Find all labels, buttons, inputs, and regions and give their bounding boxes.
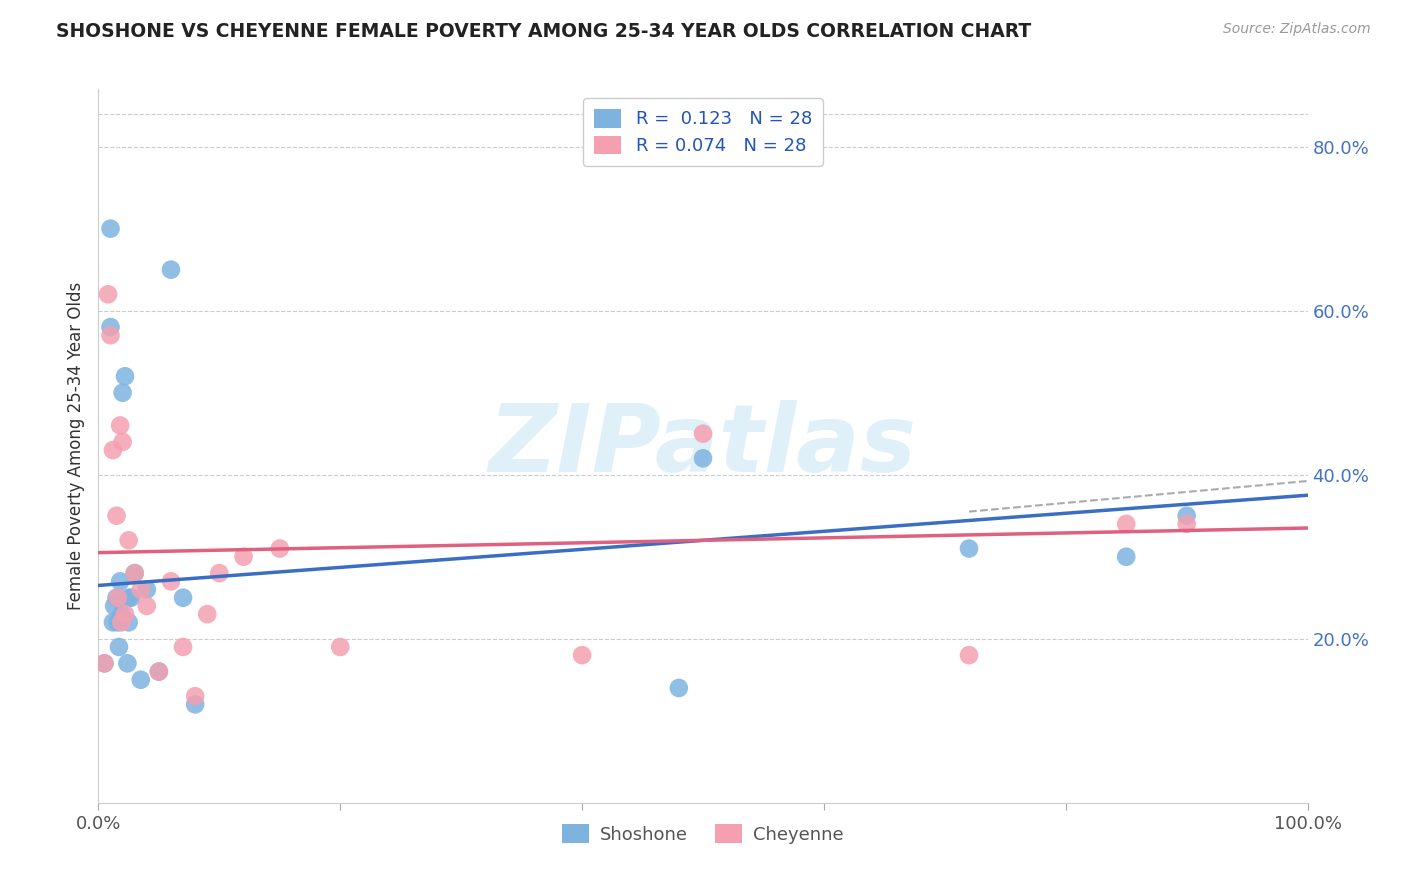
Point — [160, 262, 183, 277]
Point — [107, 615, 129, 630]
Point — [114, 369, 136, 384]
Point — [148, 665, 170, 679]
Point — [100, 328, 122, 343]
Point — [118, 591, 141, 605]
Point — [110, 615, 132, 630]
Point — [111, 385, 134, 400]
Point — [208, 566, 231, 581]
Point — [93, 657, 115, 671]
Point — [160, 574, 183, 589]
Point — [692, 451, 714, 466]
Point — [117, 657, 139, 671]
Point — [1115, 516, 1137, 531]
Point — [100, 221, 122, 235]
Point — [107, 591, 129, 605]
Point — [118, 533, 141, 548]
Point — [97, 287, 120, 301]
Point — [172, 591, 194, 605]
Point — [1115, 549, 1137, 564]
Point — [100, 320, 122, 334]
Point — [114, 607, 136, 622]
Point — [148, 665, 170, 679]
Point — [105, 508, 128, 523]
Point — [101, 443, 124, 458]
Point — [108, 574, 131, 589]
Point — [195, 607, 218, 622]
Point — [135, 599, 157, 613]
Point — [957, 541, 980, 556]
Point — [101, 615, 124, 630]
Point — [668, 681, 690, 695]
Point — [129, 582, 152, 597]
Point — [93, 657, 115, 671]
Point — [120, 591, 142, 605]
Point — [110, 607, 132, 622]
Point — [692, 426, 714, 441]
Point — [1175, 516, 1198, 531]
Point — [108, 418, 131, 433]
Point — [184, 689, 207, 703]
Point — [172, 640, 194, 654]
Point — [124, 566, 146, 581]
Point — [329, 640, 352, 654]
Text: Source: ZipAtlas.com: Source: ZipAtlas.com — [1223, 22, 1371, 37]
Point — [571, 648, 593, 662]
Point — [124, 566, 146, 581]
Y-axis label: Female Poverty Among 25-34 Year Olds: Female Poverty Among 25-34 Year Olds — [66, 282, 84, 610]
Point — [111, 434, 134, 449]
Point — [108, 640, 131, 654]
Point — [184, 698, 207, 712]
Legend: Shoshone, Cheyenne: Shoshone, Cheyenne — [555, 817, 851, 851]
Point — [269, 541, 291, 556]
Point — [957, 648, 980, 662]
Point — [105, 591, 128, 605]
Point — [129, 673, 152, 687]
Point — [232, 549, 254, 564]
Point — [1175, 508, 1198, 523]
Point — [103, 599, 125, 613]
Point — [118, 615, 141, 630]
Text: ZIPatlas: ZIPatlas — [489, 400, 917, 492]
Point — [135, 582, 157, 597]
Text: SHOSHONE VS CHEYENNE FEMALE POVERTY AMONG 25-34 YEAR OLDS CORRELATION CHART: SHOSHONE VS CHEYENNE FEMALE POVERTY AMON… — [56, 22, 1032, 41]
